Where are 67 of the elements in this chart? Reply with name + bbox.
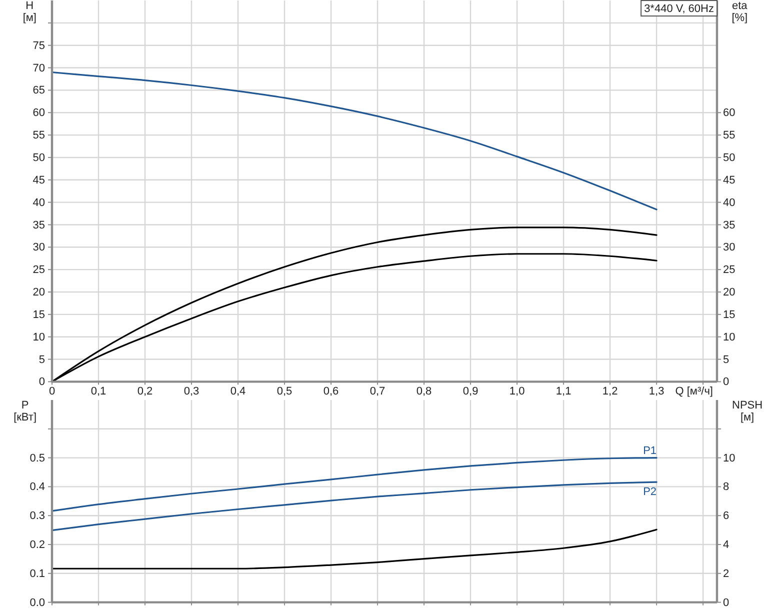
x-tick-label: 0,3 <box>184 386 200 398</box>
y2-tick-label: 0 <box>723 376 730 388</box>
y-tick-label: 10 <box>32 331 45 344</box>
line-series <box>51 481 658 532</box>
x-tick-label: 0,9 <box>462 386 478 398</box>
y-tick-label: 60 <box>32 107 45 120</box>
y2-tick-label: 30 <box>723 242 736 254</box>
x-tick-label: 0,2 <box>137 386 153 398</box>
y2-axis-title: eta [%] <box>732 0 748 24</box>
y-axis-title: P [кВт] <box>14 400 36 424</box>
series-label: P2 <box>643 486 657 498</box>
y2-tick-label: 45 <box>723 174 736 186</box>
y-tick-label: 70 <box>32 62 45 74</box>
y-tick-label: 65 <box>32 84 45 97</box>
x-tick-label: 0 <box>48 386 56 398</box>
annotation: 3*440 V, 60Hz <box>644 3 714 15</box>
y-tick-label: 30 <box>32 242 45 254</box>
y2-tick-label: 25 <box>723 264 736 276</box>
y-tick-label: 25 <box>32 264 45 276</box>
x-tick-label: 0,1 <box>90 386 106 398</box>
x-tick-label: 1,2 <box>602 386 618 398</box>
y-tick-label: 35 <box>32 219 45 232</box>
y-tick-label: 20 <box>32 286 45 299</box>
y-tick-label: 0 <box>38 376 45 388</box>
y2-tick-label: 10 <box>723 452 736 464</box>
x-tick-label: 1,0 <box>509 386 525 398</box>
y2-tick-label: 2 <box>723 568 730 580</box>
y2-tick-label: 0 <box>723 596 730 609</box>
y-tick-label: 0.2 <box>30 539 45 552</box>
line-series <box>51 71 658 210</box>
y-tick-label: 0.1 <box>30 568 45 580</box>
x-tick-label: 0,8 <box>416 386 432 398</box>
y2-tick-label: 60 <box>723 107 736 120</box>
series-label: P1 <box>643 444 657 457</box>
line-series <box>51 457 658 512</box>
y2-tick-label: 50 <box>723 152 736 164</box>
y2-axis-title: NPSH [м] <box>732 400 763 424</box>
y-axis-title: H [м] <box>22 0 36 24</box>
y-tick-label: 45 <box>32 174 45 186</box>
y2-tick-label: 40 <box>723 196 736 209</box>
x-tick-label: 0,6 <box>323 386 339 398</box>
y2-tick-label: 55 <box>723 130 736 142</box>
y2-tick-label: 8 <box>723 481 730 494</box>
y-tick-label: 0.0 <box>30 596 45 609</box>
y-tick-label: 5 <box>38 354 45 366</box>
x-tick-label: 0,7 <box>370 386 386 398</box>
y2-tick-label: 15 <box>723 308 736 321</box>
x-tick-label: 1,1 <box>556 386 572 398</box>
y-tick-label: 50 <box>32 152 45 164</box>
y2-tick-label: 10 <box>723 331 736 344</box>
x-tick-label: 0,4 <box>230 386 246 398</box>
y2-tick-label: 35 <box>723 219 736 232</box>
line-series <box>51 528 658 570</box>
y2-tick-label: 5 <box>723 354 730 366</box>
y-tick-label: 75 <box>32 40 45 52</box>
y2-tick-label: 6 <box>723 510 730 522</box>
y2-tick-label: 20 <box>723 286 736 299</box>
y-tick-label: 0.4 <box>30 481 45 494</box>
y-tick-label: 15 <box>32 308 45 321</box>
x-axis-title: Q [м³/ч] <box>675 386 713 398</box>
y-tick-label: 40 <box>32 196 45 209</box>
y-tick-label: 55 <box>32 130 45 142</box>
y-tick-label: 0.3 <box>30 510 45 522</box>
y-tick-label: 0.5 <box>30 452 45 464</box>
y2-tick-label: 4 <box>723 539 730 552</box>
x-tick-label: 1,3 <box>648 386 664 398</box>
x-tick-label: 0,5 <box>276 386 292 398</box>
